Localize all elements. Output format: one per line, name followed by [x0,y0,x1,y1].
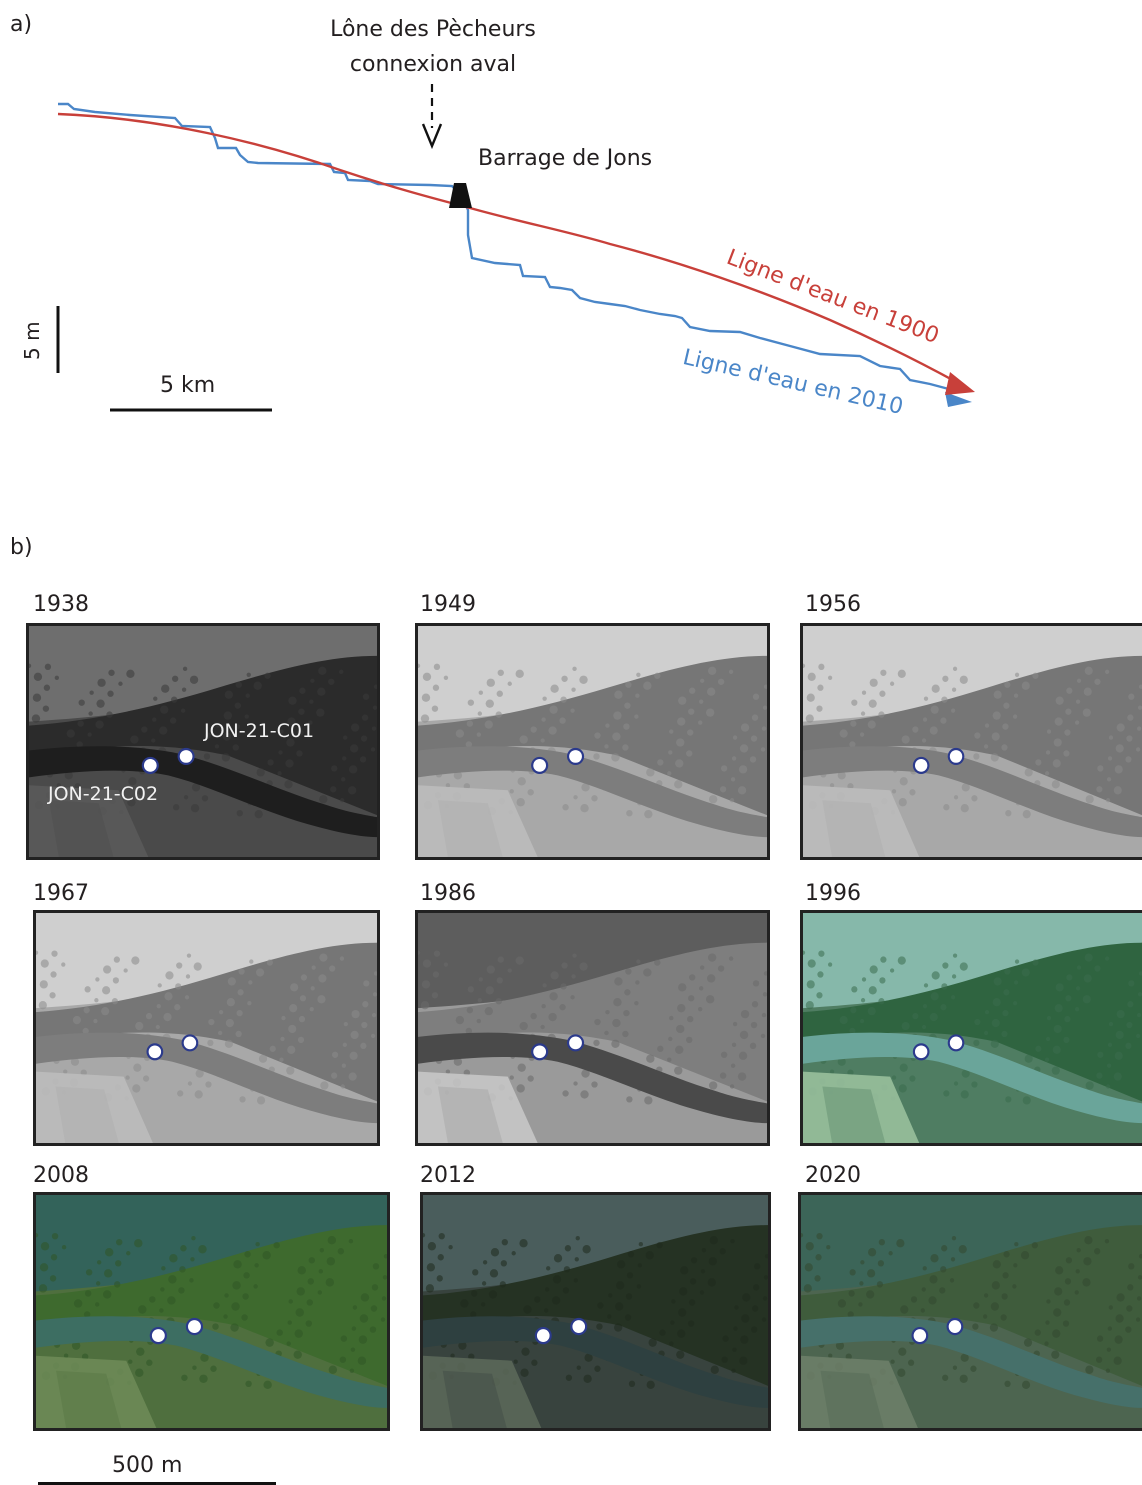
dam-icon [449,183,472,208]
water-line-2010-arrowhead [945,392,972,407]
year-label-1949: 1949 [420,592,476,617]
aerial-photo-1996 [800,910,1142,1146]
panel-a-label: a) [10,12,33,37]
aerial-photo-1967 [33,910,380,1146]
connection-annotation: Lône des Pècheurs connexion aval [300,12,566,82]
year-label-2012: 2012 [420,1163,476,1188]
year-label-2008: 2008 [33,1163,89,1188]
year-label-1967: 1967 [33,881,89,906]
water-line-1900-arrowhead [945,372,975,395]
photo-scale-label: 500 m [112,1453,183,1478]
aerial-photo-1956 [800,623,1142,860]
vertical-scale-label: 5 m [20,321,44,360]
aerial-photo-1949 [415,623,770,860]
horizontal-scale-label: 5 km [160,373,216,398]
photo-scale-bar [38,1482,276,1485]
aerial-photo-1986 [415,910,770,1146]
site-label-c01: JON-21-C01 [204,720,315,742]
site-label-c02: JON-21-C02 [48,783,159,805]
water-line-2010 [58,102,961,394]
connection-arrow-head [421,123,443,150]
year-label-1996: 1996 [805,881,861,906]
aerial-photo-1938 [26,623,380,860]
dam-label: Barrage de Jons [478,146,653,171]
aerial-photo-2008 [33,1192,390,1431]
year-label-1956: 1956 [805,592,861,617]
year-label-2020: 2020 [805,1163,861,1188]
water-profile-diagram [56,84,975,412]
aerial-photo-2012 [420,1192,771,1431]
annotation-line-1: Lône des Pècheurs [330,17,536,42]
year-label-1938: 1938 [33,592,89,617]
water-line-1900 [57,112,961,386]
panel-b-label: b) [10,535,33,560]
year-label-1986: 1986 [420,881,476,906]
aerial-photo-2020 [798,1192,1142,1431]
annotation-line-2: connexion aval [349,52,517,77]
